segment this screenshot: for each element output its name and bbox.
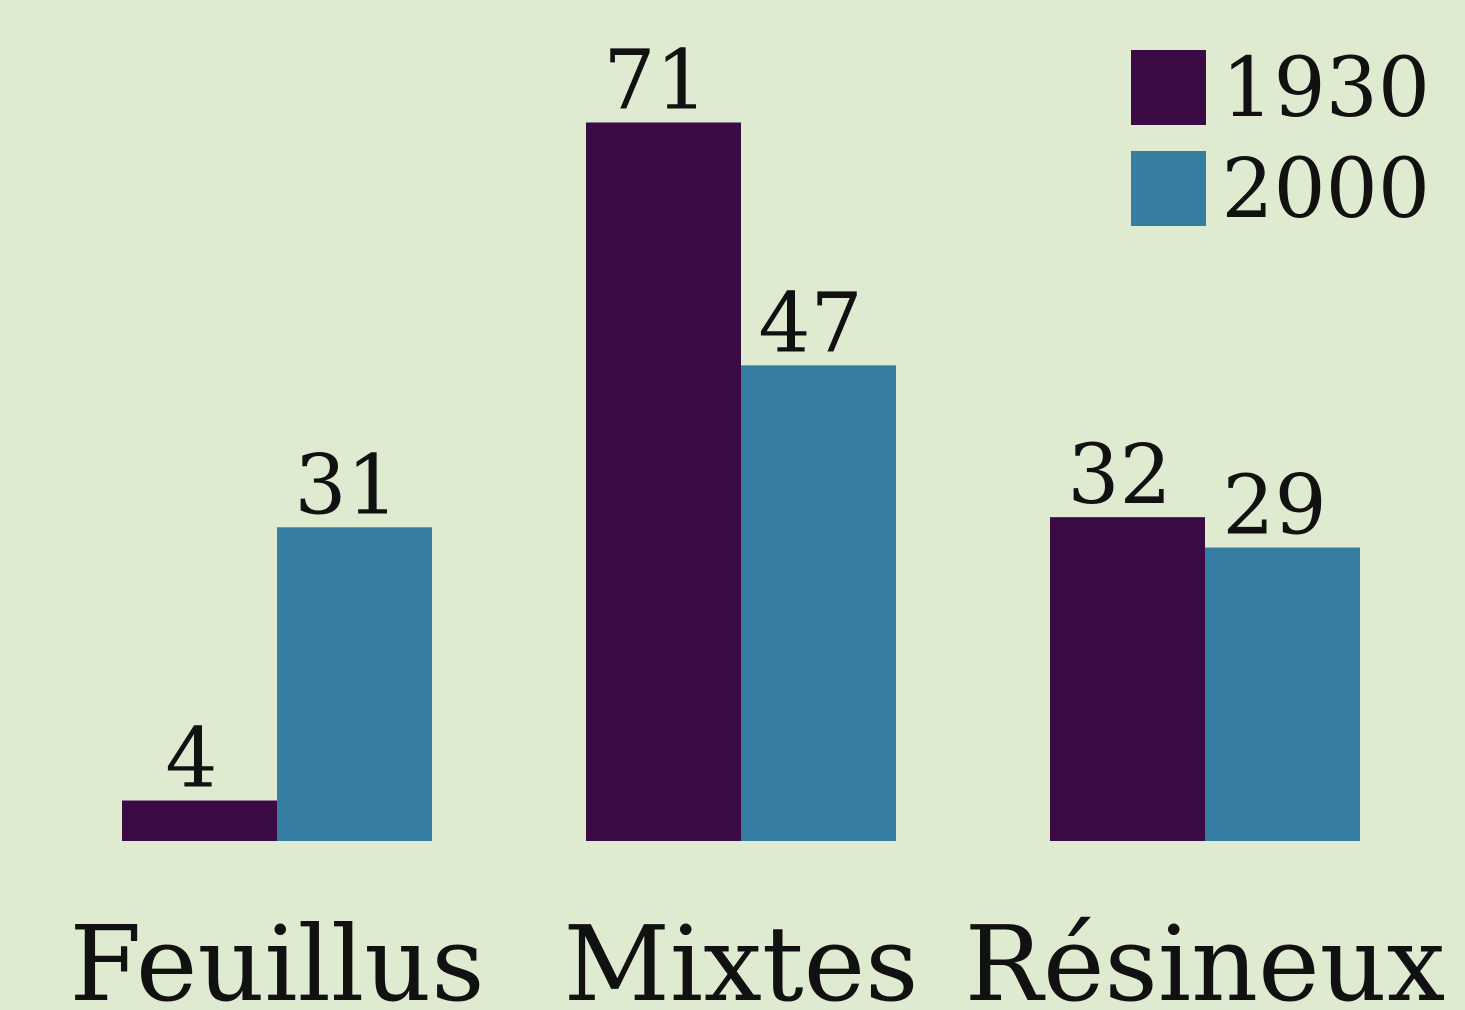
bar-resineux-1930 [1050, 517, 1205, 841]
data-label-mixtes-1930: 71 [603, 33, 707, 128]
legend-label-1930: 1930 [1221, 41, 1430, 136]
data-label-resineux-1930: 32 [1067, 428, 1171, 523]
legend-swatch-1930 [1131, 50, 1206, 125]
bar-mixtes-2000 [741, 365, 896, 841]
category-label-mixtes: Mixtes [563, 903, 918, 1010]
bar-resineux-2000 [1205, 547, 1360, 841]
bar-feuillus-2000 [277, 527, 432, 841]
legend-label-2000: 2000 [1221, 142, 1430, 237]
data-label-mixtes-2000: 47 [758, 276, 862, 371]
legend-swatch-2000 [1131, 151, 1206, 226]
bar-mixtes-1930 [586, 122, 741, 842]
category-label-resineux: Résineux [965, 903, 1446, 1010]
data-label-feuillus-2000: 31 [294, 438, 398, 533]
data-label-resineux-2000: 29 [1222, 459, 1326, 554]
data-label-feuillus-1930: 4 [165, 712, 217, 807]
bars-layer [122, 122, 1360, 842]
bar-feuillus-1930 [122, 800, 277, 841]
category-label-feuillus: Feuillus [69, 903, 484, 1010]
category-labels-layer: Feuillus Mixtes Résineux [69, 903, 1445, 1010]
data-labels-layer: 4 31 71 47 32 29 [165, 33, 1326, 806]
